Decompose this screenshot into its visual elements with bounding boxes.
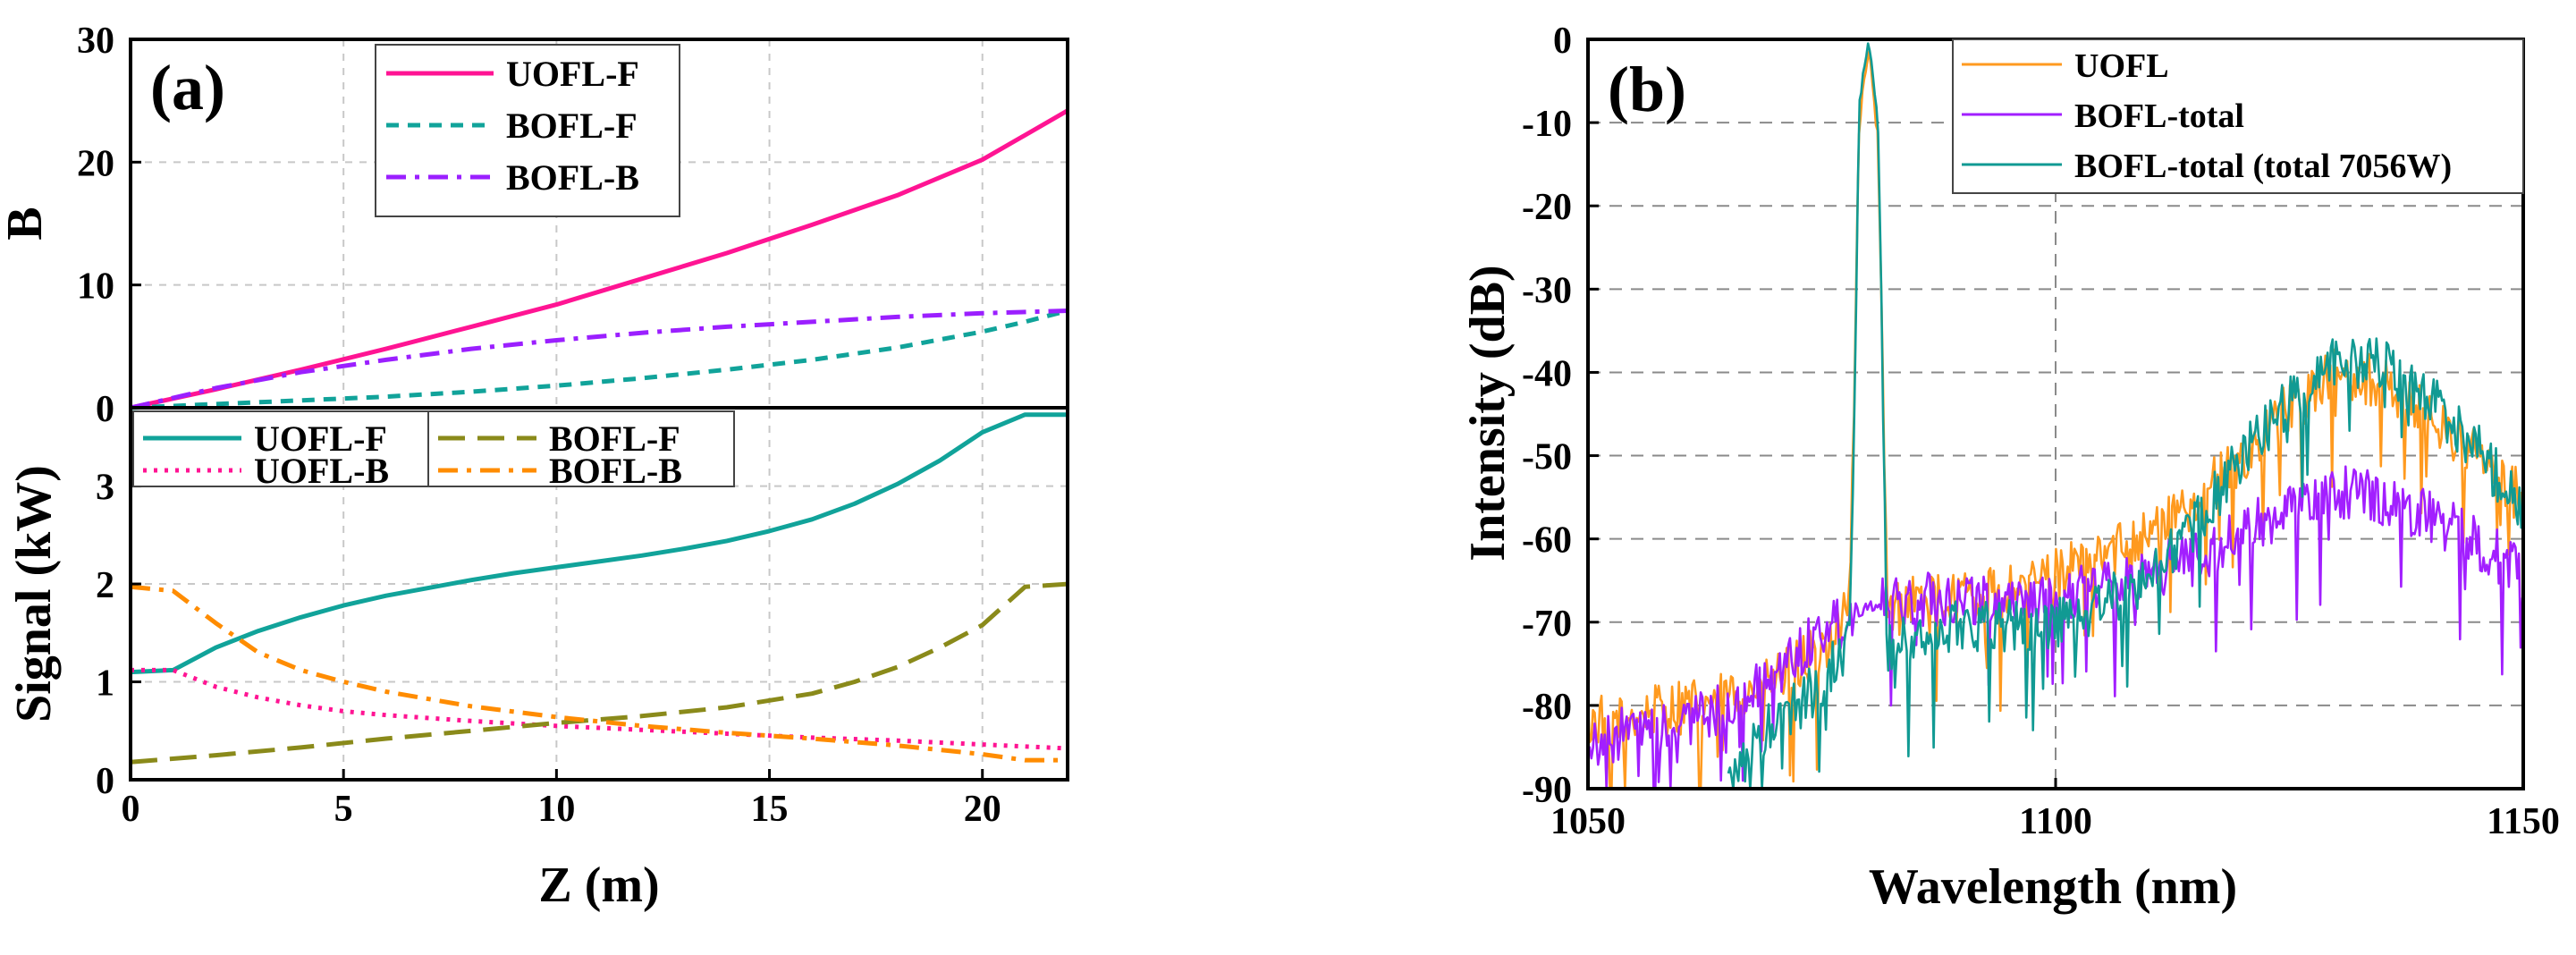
- y-tick-label: 0: [96, 761, 114, 802]
- panel-a-label: (a): [150, 52, 225, 123]
- y-tick-label: 2: [96, 565, 114, 606]
- x-tick-label: 5: [334, 789, 353, 830]
- y-tick-label: 1: [96, 663, 114, 705]
- x-tick-label: 15: [751, 789, 789, 830]
- legend-label-uofl: UOFL: [2074, 47, 2169, 85]
- legend-a-bottom: UOFL-F BOFL-F UOFL-B BOFL-B: [132, 410, 735, 491]
- panel-b: 1050 1100 1150 0 -10 -20 -30 -40 -50 -60 -70 -80 -90…: [1460, 21, 2560, 915]
- legend-label-bofl-b: BOFL-B: [506, 157, 639, 198]
- panel-b-x-axis-label: Wavelength (nm): [1869, 859, 2237, 915]
- x-tick-label: 20: [964, 789, 1001, 830]
- x-tick-label: 1150: [2487, 801, 2560, 842]
- legend-label-uofl-b: UOFL-B: [254, 451, 389, 491]
- y-tick-label: -90: [1522, 770, 1572, 811]
- panel-a-top-y-axis-label: B: [0, 207, 53, 240]
- y-tick-label: -60: [1522, 520, 1572, 562]
- panel-a-x-axis-label: Z (m): [538, 858, 659, 913]
- panel-b-label: (b): [1608, 54, 1686, 125]
- legend-label-bofl-b: BOFL-B: [549, 451, 682, 491]
- panel-a-bottom-series-uofl-b: [131, 667, 1068, 751]
- y-tick-label: 0: [1553, 21, 1572, 62]
- panel-b-series: [1586, 42, 2524, 790]
- x-tick-label: 1100: [2019, 801, 2092, 842]
- y-tick-label: -30: [1522, 270, 1572, 311]
- legend-label-uofl-f: UOFL-F: [254, 418, 387, 459]
- panel-a-grid: [131, 39, 1068, 780]
- y-tick-label: -70: [1522, 604, 1572, 645]
- x-tick-label: 1050: [1550, 801, 1626, 842]
- panel-b-y-axis-label: Intensity (dB): [1460, 265, 1516, 561]
- panel-a-bottom-y-axis-label: Signal (kW): [6, 465, 62, 723]
- y-tick-label: 3: [96, 468, 114, 509]
- legend-a-top: UOFL-F BOFL-F BOFL-B: [375, 44, 680, 217]
- y-tick-label: -20: [1522, 187, 1572, 228]
- panel-b-series-bofl-total: [1586, 465, 2524, 790]
- y-tick-label: -80: [1522, 687, 1572, 728]
- panel-a-bottom-series-bofl-b: [130, 584, 1068, 763]
- legend-label-uofl-f: UOFL-F: [506, 54, 639, 94]
- panel-a-ticks: 0 5 10 15 20 0 10 20 30 0 1 2 3: [77, 21, 1001, 830]
- y-tick-label: -50: [1522, 437, 1572, 478]
- x-tick-label: 0: [122, 789, 140, 830]
- panel-a-top-series-uofl-f: [130, 108, 1069, 410]
- x-tick-label: 10: [537, 789, 575, 830]
- y-tick-label: 0: [96, 389, 114, 430]
- legend-label-bofl-f: BOFL-F: [549, 418, 680, 459]
- panel-a-bottom-series-uofl-f: [130, 412, 1068, 675]
- panel-b-series-bofl-total-total-7056w: [1727, 42, 2524, 790]
- panel-a-series: [130, 108, 1069, 765]
- legend-label-bofl-f: BOFL-F: [506, 106, 638, 146]
- panel-a-bottom-series-bofl-f: [130, 581, 1068, 765]
- panel-b-ticks: 1050 1100 1150 0 -10 -20 -30 -40 -50 -60 -70 -80 -90: [1522, 21, 2560, 842]
- y-tick-label: 30: [77, 21, 114, 62]
- legend-label-bofl-total: BOFL-total: [2074, 97, 2244, 135]
- y-tick-label: -10: [1522, 104, 1572, 145]
- legend-label-bofl-total-total-7056w: BOFL-total (total 7056W): [2074, 148, 2452, 185]
- y-tick-label: 10: [77, 266, 114, 308]
- legend-a-bottom-box-1: [132, 410, 429, 487]
- y-tick-label: -40: [1522, 353, 1572, 394]
- y-tick-label: 20: [77, 143, 114, 184]
- panel-a-top-series-bofl-b: [130, 308, 1068, 410]
- panel-a-top-series-bofl-f: [130, 308, 1068, 410]
- panel-a: 0 5 10 15 20 0 10 20 30 0 1 2 3 (a) Z (m) B Signal (…: [0, 21, 1069, 913]
- legend-b: UOFL BOFL-total BOFL-total (total 7056W): [1952, 38, 2524, 194]
- legend-a-bottom-box-2: [427, 410, 735, 487]
